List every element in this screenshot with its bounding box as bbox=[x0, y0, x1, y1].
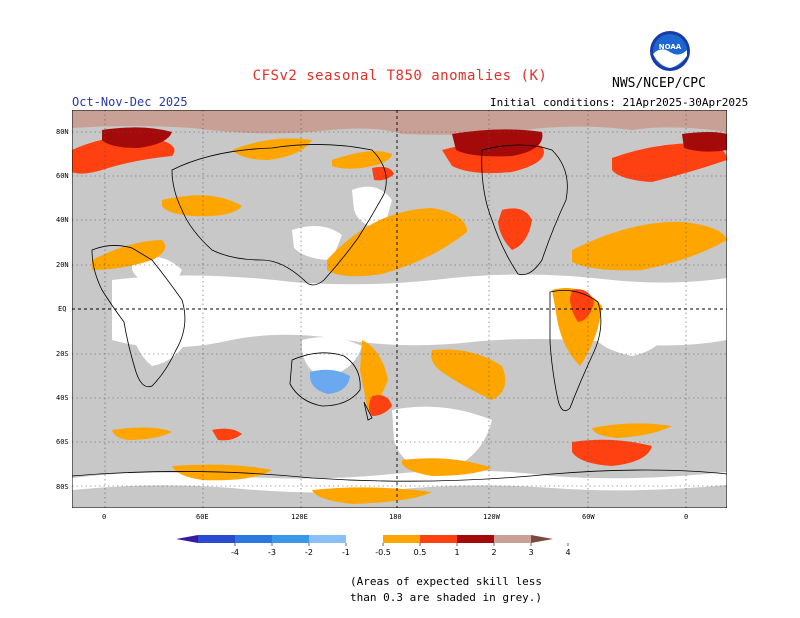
lat-label: 40N bbox=[56, 216, 69, 224]
lat-label: 80N bbox=[56, 128, 69, 136]
lon-label: 60W bbox=[582, 513, 595, 521]
arctic-warm-band bbox=[72, 110, 727, 135]
colorbar-bin bbox=[457, 535, 494, 543]
colorbar-tick-label: -2 bbox=[305, 548, 313, 557]
colorbar-tick-label: 0.5 bbox=[414, 548, 427, 557]
footnote-line-2: than 0.3 are shaded in grey.) bbox=[350, 591, 543, 604]
colorbar-bin bbox=[383, 535, 420, 543]
colorbar-bin bbox=[346, 535, 383, 543]
season-label: Oct-Nov-Dec 2025 bbox=[72, 95, 188, 109]
lat-label: 20S bbox=[56, 350, 69, 358]
lat-label: 60S bbox=[56, 438, 69, 446]
lat-label: 60N bbox=[56, 172, 69, 180]
noaa-logo: NOAA bbox=[650, 31, 690, 71]
colorbar-bin bbox=[494, 535, 531, 543]
anomaly-map bbox=[72, 110, 727, 508]
footnote-line-1: (Areas of expected skill less bbox=[350, 575, 543, 588]
lon-label: 0 bbox=[684, 513, 689, 521]
lat-label: 80S bbox=[56, 483, 69, 491]
colorbar-end-right bbox=[531, 535, 553, 543]
colorbar-tick-label: 4 bbox=[565, 548, 570, 557]
lon-label: 60E bbox=[196, 513, 209, 521]
agency-label: NWS/NCEP/CPC bbox=[612, 76, 706, 91]
lon-label: 120W bbox=[483, 513, 500, 521]
colorbar-bin bbox=[420, 535, 457, 543]
colorbar-end-left bbox=[176, 535, 198, 543]
coastlines bbox=[72, 144, 727, 482]
initial-conditions-label: Initial conditions: 21Apr2025-30Apr2025 bbox=[490, 96, 749, 109]
colorbar-tick-label: -3 bbox=[268, 548, 276, 557]
colorbar-tick-label: 1 bbox=[454, 548, 459, 557]
lat-label: 20N bbox=[56, 261, 69, 269]
colorbar-bin bbox=[235, 535, 272, 543]
lon-label: 120E bbox=[291, 513, 308, 521]
colorbar-tick-label: -4 bbox=[231, 548, 239, 557]
colorbar-tick-label: -0.5 bbox=[375, 548, 391, 557]
colorbar-bin bbox=[309, 535, 346, 543]
colorbar: -4 -3 -2 -1 -0.5 0.5 1 2 3 4 bbox=[176, 535, 571, 557]
svg-text:NOAA: NOAA bbox=[659, 43, 682, 51]
colorbar-tick-label: 3 bbox=[528, 548, 533, 557]
lon-label: 180 bbox=[389, 513, 402, 521]
colorbar-bins bbox=[176, 535, 553, 543]
map-title: CFSv2 seasonal T850 anomalies (K) bbox=[252, 68, 548, 84]
positive-anomaly-2-to-3 bbox=[102, 127, 727, 157]
colorbar-bin bbox=[198, 535, 235, 543]
southern-ocean-neutral bbox=[392, 406, 492, 472]
colorbar-ticks: -4 -3 -2 -1 -0.5 0.5 1 2 3 4 bbox=[231, 543, 571, 557]
colorbar-tick-label: -1 bbox=[342, 548, 350, 557]
negative-anomaly-australia bbox=[310, 369, 350, 394]
lat-label: EQ bbox=[58, 305, 67, 313]
colorbar-tick-label: 2 bbox=[491, 548, 496, 557]
colorbar-bin bbox=[272, 535, 309, 543]
lat-label: 40S bbox=[56, 394, 69, 402]
lon-label: 0 bbox=[102, 513, 107, 521]
